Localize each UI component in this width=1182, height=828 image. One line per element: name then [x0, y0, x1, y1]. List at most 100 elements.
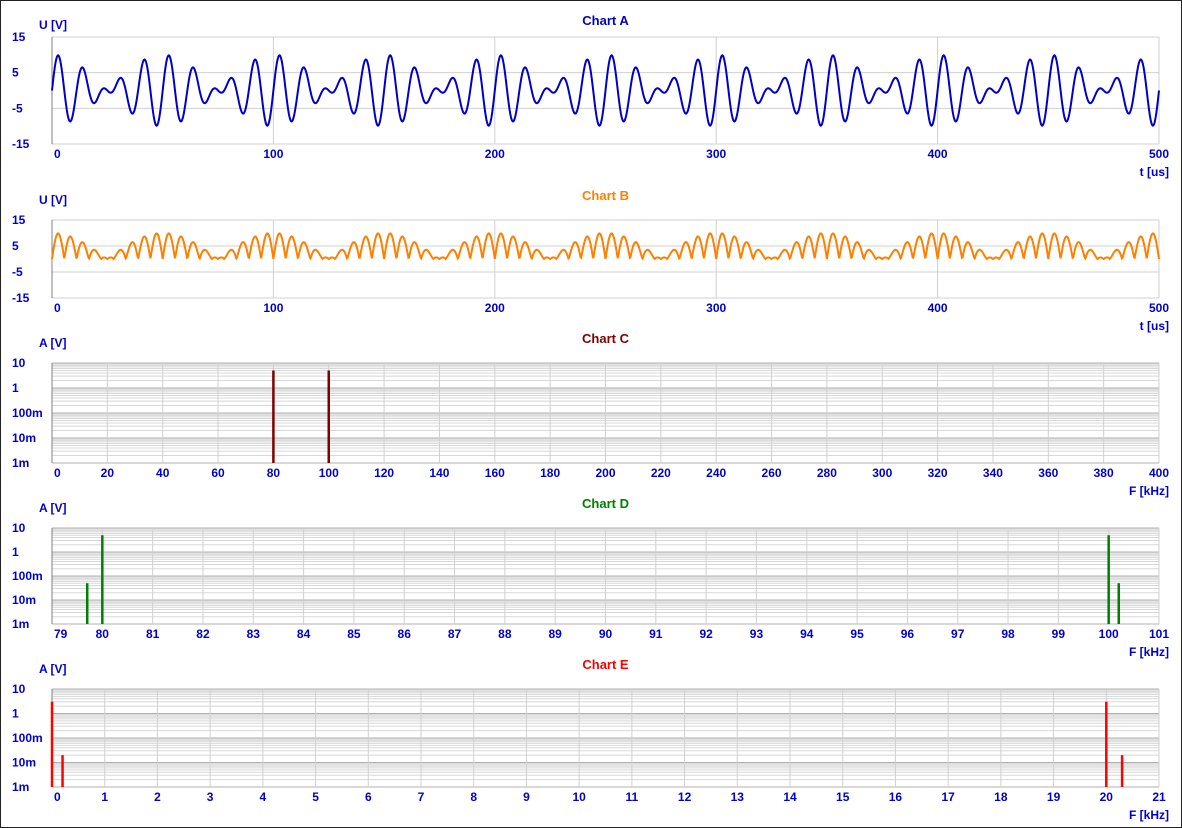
y-tick-label: 15 [12, 213, 26, 227]
x-tick-label: 94 [800, 627, 814, 641]
x-tick-label: 10 [572, 790, 586, 804]
x-tick-label: 3 [207, 790, 214, 804]
x-tick-label: 100 [1099, 627, 1119, 641]
x-tick-label: 60 [211, 466, 225, 480]
x-tick-label: 240 [706, 466, 726, 480]
y-tick-label: -5 [12, 101, 23, 115]
x-tick-label: 12 [678, 790, 692, 804]
chart-b: Chart B U [V] t [us] 15 5 -5 -15 0 100 200 300 400 5… [12, 188, 1169, 333]
x-tick-label: 340 [983, 466, 1003, 480]
x-tick-label: 400 [1149, 466, 1169, 480]
x-tick-label: 99 [1052, 627, 1066, 641]
x-tick-label: 93 [750, 627, 764, 641]
x-axis-label: F [kHz] [1129, 808, 1169, 822]
y-tick-label: 15 [12, 30, 26, 44]
x-tick-label: 400 [928, 147, 948, 161]
x-tick-label: 0 [54, 147, 61, 161]
x-tick-label: 79 [54, 627, 68, 641]
y-tick-label: 100m [12, 406, 43, 420]
series-line [51, 54, 1160, 127]
grid-c [51, 362, 1160, 464]
x-tick-label: 18 [994, 790, 1008, 804]
y-tick-label: 10m [12, 431, 36, 445]
x-tick-label: 100 [319, 466, 339, 480]
x-tick-label: 85 [347, 627, 361, 641]
x-axis-label: t [us] [1140, 165, 1169, 179]
x-tick-label: 81 [146, 627, 160, 641]
x-tick-label: 200 [485, 147, 505, 161]
x-tick-label: 200 [595, 466, 615, 480]
x-tick-label: 0 [54, 301, 61, 315]
x-tick-label: 82 [196, 627, 210, 641]
x-tick-label: 9 [523, 790, 530, 804]
y-tick-label: 5 [12, 239, 19, 253]
x-tick-label: 500 [1149, 301, 1169, 315]
x-tick-label: 220 [651, 466, 671, 480]
series-line [51, 232, 1160, 261]
chart-c: Chart C A [V] F [kHz] 10 1 100m 10m 1m 0 20 40 60 80… [12, 331, 1169, 498]
x-tick-label: 11 [626, 790, 639, 804]
x-tick-label: 20 [101, 466, 115, 480]
y-axis-label: A [V] [39, 336, 67, 350]
chart-title: Chart A [582, 13, 629, 28]
chart-title: Chart C [582, 331, 630, 346]
y-axis-label: U [V] [39, 193, 67, 207]
x-tick-label: 300 [706, 301, 726, 315]
x-tick-label: 89 [549, 627, 563, 641]
x-tick-label: 19 [1047, 790, 1061, 804]
x-tick-label: 260 [762, 466, 782, 480]
x-tick-label: 40 [156, 466, 170, 480]
x-tick-label: 500 [1149, 147, 1169, 161]
x-tick-label: 180 [540, 466, 560, 480]
y-tick-label: 100m [12, 731, 43, 745]
y-axis-label: A [V] [39, 662, 67, 676]
x-tick-label: 380 [1094, 466, 1114, 480]
x-tick-label: 4 [260, 790, 267, 804]
y-tick-label: 10 [12, 356, 26, 370]
x-tick-label: 88 [498, 627, 512, 641]
x-tick-label: 90 [599, 627, 613, 641]
x-tick-label: 160 [485, 466, 505, 480]
x-tick-label: 100 [263, 301, 283, 315]
y-tick-label: -15 [12, 291, 30, 305]
x-tick-label: 7 [418, 790, 425, 804]
x-tick-label: 97 [951, 627, 965, 641]
x-tick-label: 6 [365, 790, 372, 804]
x-tick-label: 14 [783, 790, 797, 804]
grid-e [51, 688, 1160, 788]
y-tick-label: 1m [12, 780, 29, 794]
x-tick-label: 0 [54, 790, 61, 804]
chart-title: Chart D [582, 496, 629, 511]
x-tick-label: 2 [154, 790, 161, 804]
chart-title: Chart B [582, 188, 629, 203]
y-tick-label: -5 [12, 265, 23, 279]
y-tick-label: 1 [12, 545, 19, 559]
y-tick-label: 10m [12, 593, 36, 607]
x-tick-label: 96 [901, 627, 915, 641]
y-axis-label: U [V] [39, 18, 67, 32]
x-tick-label: 15 [836, 790, 850, 804]
y-tick-label: 1m [12, 617, 29, 631]
y-tick-label: 10 [12, 521, 26, 535]
y-tick-label: 100m [12, 569, 43, 583]
x-tick-label: 17 [941, 790, 955, 804]
x-tick-label: 400 [928, 301, 948, 315]
x-tick-label: 83 [247, 627, 261, 641]
x-tick-label: 1 [101, 790, 108, 804]
x-axis-label: t [us] [1140, 319, 1169, 333]
y-tick-label: 1 [12, 381, 19, 395]
x-axis-label: F [kHz] [1129, 645, 1169, 659]
x-tick-label: 92 [699, 627, 713, 641]
x-tick-label: 101 [1149, 627, 1169, 641]
x-tick-label: 86 [398, 627, 412, 641]
x-tick-label: 100 [263, 147, 283, 161]
grid-d [51, 527, 1160, 625]
x-tick-label: 13 [731, 790, 745, 804]
x-tick-label: 87 [448, 627, 462, 641]
x-tick-label: 280 [817, 466, 837, 480]
x-tick-label: 0 [54, 466, 61, 480]
